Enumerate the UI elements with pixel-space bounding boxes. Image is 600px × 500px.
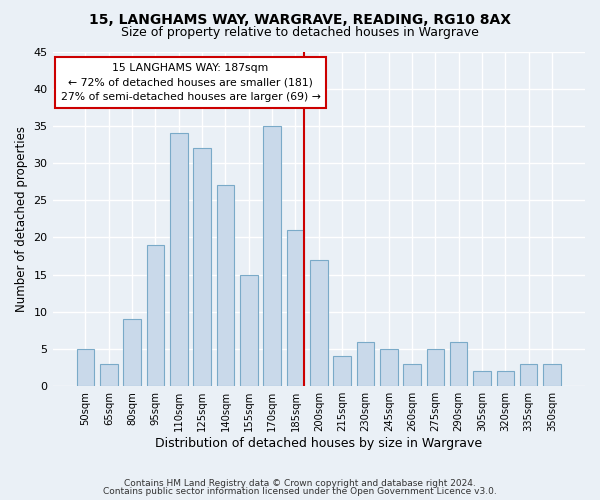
Text: Contains HM Land Registry data © Crown copyright and database right 2024.: Contains HM Land Registry data © Crown c… — [124, 478, 476, 488]
Text: 15, LANGHAMS WAY, WARGRAVE, READING, RG10 8AX: 15, LANGHAMS WAY, WARGRAVE, READING, RG1… — [89, 12, 511, 26]
Bar — [124, 320, 141, 386]
Text: Size of property relative to detached houses in Wargrave: Size of property relative to detached ho… — [121, 26, 479, 39]
Bar — [403, 364, 421, 386]
Text: Contains public sector information licensed under the Open Government Licence v3: Contains public sector information licen… — [103, 488, 497, 496]
Bar — [147, 245, 164, 386]
Bar — [427, 349, 444, 386]
Bar — [380, 349, 398, 386]
Bar — [170, 134, 188, 386]
X-axis label: Distribution of detached houses by size in Wargrave: Distribution of detached houses by size … — [155, 437, 482, 450]
Bar — [450, 342, 467, 386]
Bar — [520, 364, 538, 386]
Y-axis label: Number of detached properties: Number of detached properties — [15, 126, 28, 312]
Bar — [77, 349, 94, 386]
Bar — [287, 230, 304, 386]
Bar — [240, 274, 257, 386]
Bar — [217, 186, 234, 386]
Bar — [473, 372, 491, 386]
Bar — [497, 372, 514, 386]
Bar — [356, 342, 374, 386]
Bar — [544, 364, 561, 386]
Text: 15 LANGHAMS WAY: 187sqm
← 72% of detached houses are smaller (181)
27% of semi-d: 15 LANGHAMS WAY: 187sqm ← 72% of detache… — [61, 62, 320, 102]
Bar — [334, 356, 351, 386]
Bar — [100, 364, 118, 386]
Bar — [193, 148, 211, 386]
Bar — [263, 126, 281, 386]
Bar — [310, 260, 328, 386]
